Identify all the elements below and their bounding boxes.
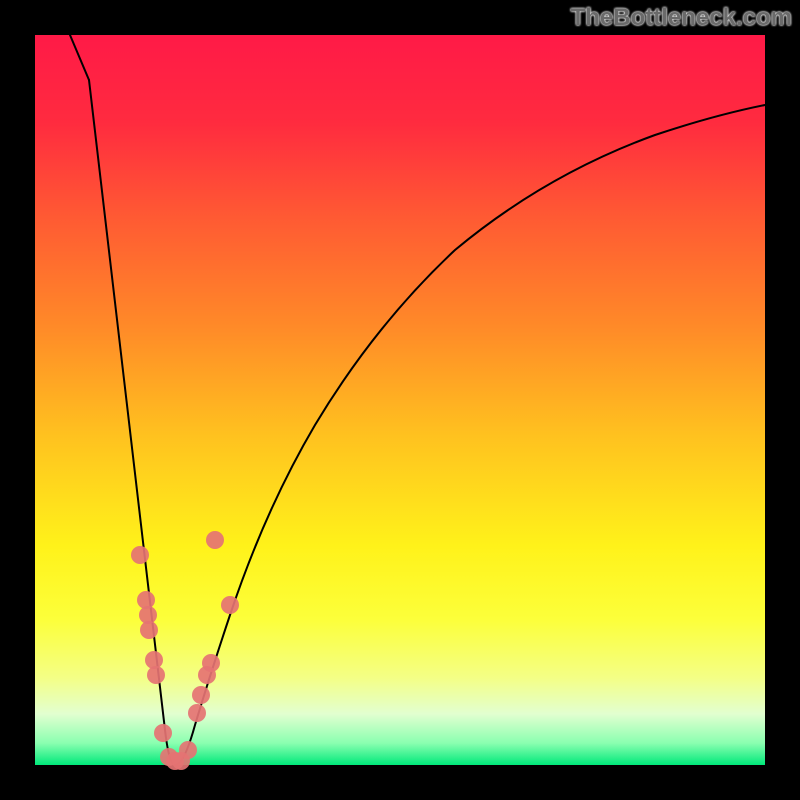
marker-point (202, 654, 220, 672)
bottleneck-curve (70, 35, 765, 765)
data-markers (131, 531, 239, 770)
marker-point (192, 686, 210, 704)
marker-point (206, 531, 224, 549)
marker-point (221, 596, 239, 614)
plot-area (35, 35, 765, 765)
marker-point (147, 666, 165, 684)
watermark-text: TheBottleneck.com (571, 4, 792, 32)
marker-point (131, 546, 149, 564)
overlay-svg (35, 35, 765, 765)
chart-frame: TheBottleneck.com (0, 0, 800, 800)
marker-point (154, 724, 172, 742)
marker-point (179, 741, 197, 759)
marker-point (188, 704, 206, 722)
marker-point (140, 621, 158, 639)
